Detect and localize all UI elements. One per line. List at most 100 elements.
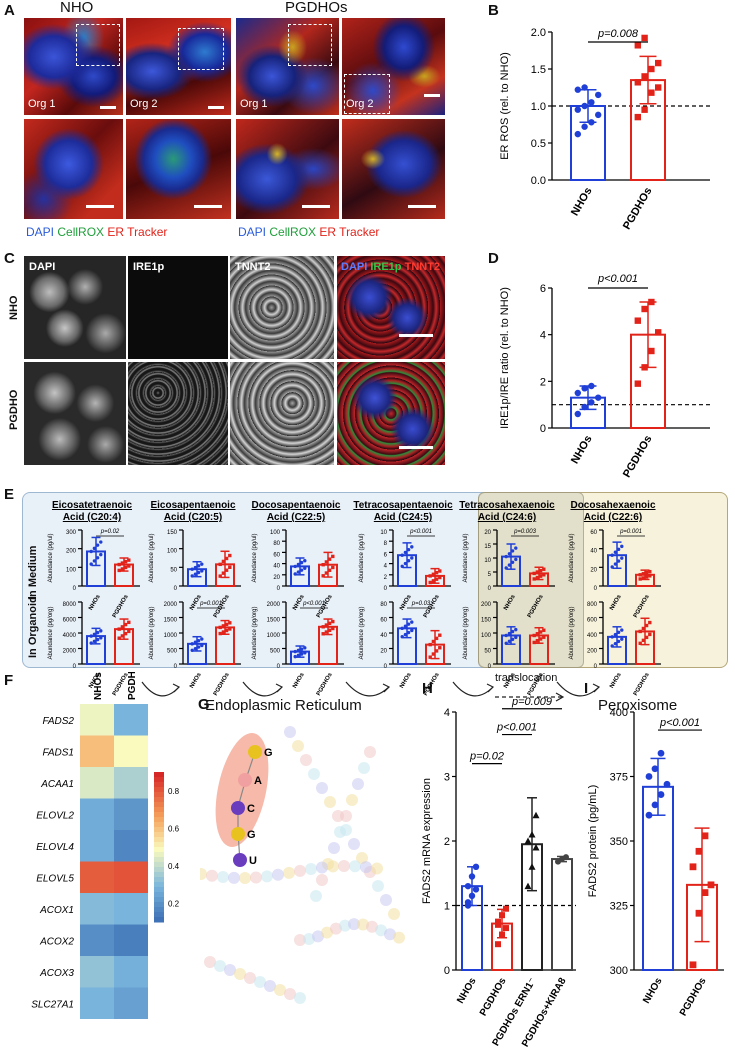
data-point [434, 649, 439, 653]
data-point [499, 912, 505, 919]
chart-d: 0 2 4 6 IRE1p/IRE ratio (rel. to NHO) NHOs PGD… [499, 273, 710, 480]
data-point [331, 565, 335, 570]
data-point [293, 572, 297, 576]
nucleotide [250, 871, 262, 884]
colorbar-segment [154, 867, 164, 873]
data-point [296, 562, 301, 567]
data-point [532, 571, 536, 576]
data-point [400, 626, 404, 631]
data-point [120, 634, 125, 638]
data-point [651, 801, 659, 809]
nucleotide [327, 860, 339, 873]
data-point [648, 620, 652, 625]
colorbar-segment [154, 857, 164, 863]
nucleotide [274, 984, 286, 996]
y-tick-label: 10 [484, 558, 491, 564]
y-axis-label: Abundance (pg/ul) [359, 533, 365, 582]
data-point [503, 905, 509, 912]
y-tick-label: 20 [380, 649, 387, 655]
panel-c-row-nho: NHO [8, 295, 20, 320]
nucleotide [352, 778, 364, 790]
y-tick-label: 200 [66, 549, 77, 555]
y-tick-label: 60 [273, 552, 280, 558]
nucleotide [375, 924, 387, 937]
nucleotide [200, 867, 207, 880]
data-point [410, 545, 414, 549]
nucleotide [284, 726, 296, 738]
data-point [507, 552, 512, 556]
data-point [538, 630, 543, 634]
micrograph-c-pgdho-dapi [24, 362, 126, 465]
data-point [123, 559, 128, 564]
acid-name: Tetracosapentaenoic [353, 500, 453, 511]
data-point [574, 106, 581, 113]
data-point [648, 574, 652, 578]
panel-letter-e: E [4, 486, 15, 503]
data-point [655, 329, 662, 336]
y-tick-label: 400 [587, 633, 598, 639]
data-point [321, 632, 325, 636]
data-point [95, 637, 100, 642]
data-point [472, 863, 480, 870]
acid-name: Tetracosahexaenoic [459, 500, 555, 511]
data-point [303, 651, 307, 655]
nucleotide [348, 918, 360, 931]
heatmap-cell [114, 956, 148, 988]
data-point [538, 568, 543, 573]
heatmap-cell [80, 956, 114, 988]
heatmap-row-label: FADS1 [43, 747, 75, 758]
y-axis-label: FADS2 mRNA expression [421, 778, 433, 904]
data-point [428, 574, 432, 578]
nucleotide [356, 852, 368, 864]
colorbar-segment [154, 907, 164, 913]
data-point [638, 629, 642, 634]
heatmap-row-label: ACOX1 [39, 905, 74, 916]
colorbar-segment [154, 852, 164, 858]
legend-cellrox: CellROX [57, 225, 105, 239]
bar [551, 858, 573, 971]
data-point [224, 568, 229, 572]
y-tick-label: 60 [590, 530, 597, 536]
data-point [532, 577, 536, 581]
data-point [218, 562, 222, 567]
acid-subname: Acid (C24:6) [478, 512, 536, 523]
data-point [613, 632, 618, 637]
data-point [695, 847, 703, 855]
data-point [99, 629, 103, 633]
data-point [535, 575, 540, 580]
y-tick-label: 2.0 [531, 27, 546, 39]
nucleotide [283, 866, 295, 879]
heatmap-row-label: ACAA1 [40, 779, 74, 790]
nucleotide [348, 838, 360, 850]
data-point [638, 641, 642, 646]
data-point [438, 575, 442, 580]
legend-er-tracker: ER Tracker [319, 225, 380, 239]
panel-letter-i: I [584, 680, 589, 697]
data-point [510, 560, 515, 564]
data-point [641, 576, 646, 580]
p-value: p=0.001 [619, 529, 642, 535]
y-tick-label: 0 [174, 586, 178, 592]
data-point [495, 921, 501, 928]
data-point [581, 403, 588, 411]
y-axis-label: Abundance (pg/org) [463, 606, 469, 659]
data-point [648, 632, 652, 637]
arrow-head [172, 683, 181, 693]
heatmap-cell [114, 861, 148, 893]
micrograph-pgdho-org1-zoom [236, 119, 339, 219]
heatmap-cell [114, 704, 148, 736]
data-point [528, 863, 536, 870]
colorbar-segment [154, 842, 164, 848]
data-point [524, 837, 532, 844]
nucleotide-highlight [238, 773, 252, 787]
y-tick-label: 0 [540, 423, 546, 435]
data-point [293, 564, 297, 569]
data-point [303, 566, 307, 570]
data-point [89, 562, 93, 566]
data-point [228, 565, 232, 569]
y-tick-label: 50 [484, 649, 491, 655]
arrow-head [275, 683, 284, 693]
heatmap-cell [80, 893, 114, 925]
data-point [321, 574, 325, 578]
nucleotide [312, 930, 324, 943]
